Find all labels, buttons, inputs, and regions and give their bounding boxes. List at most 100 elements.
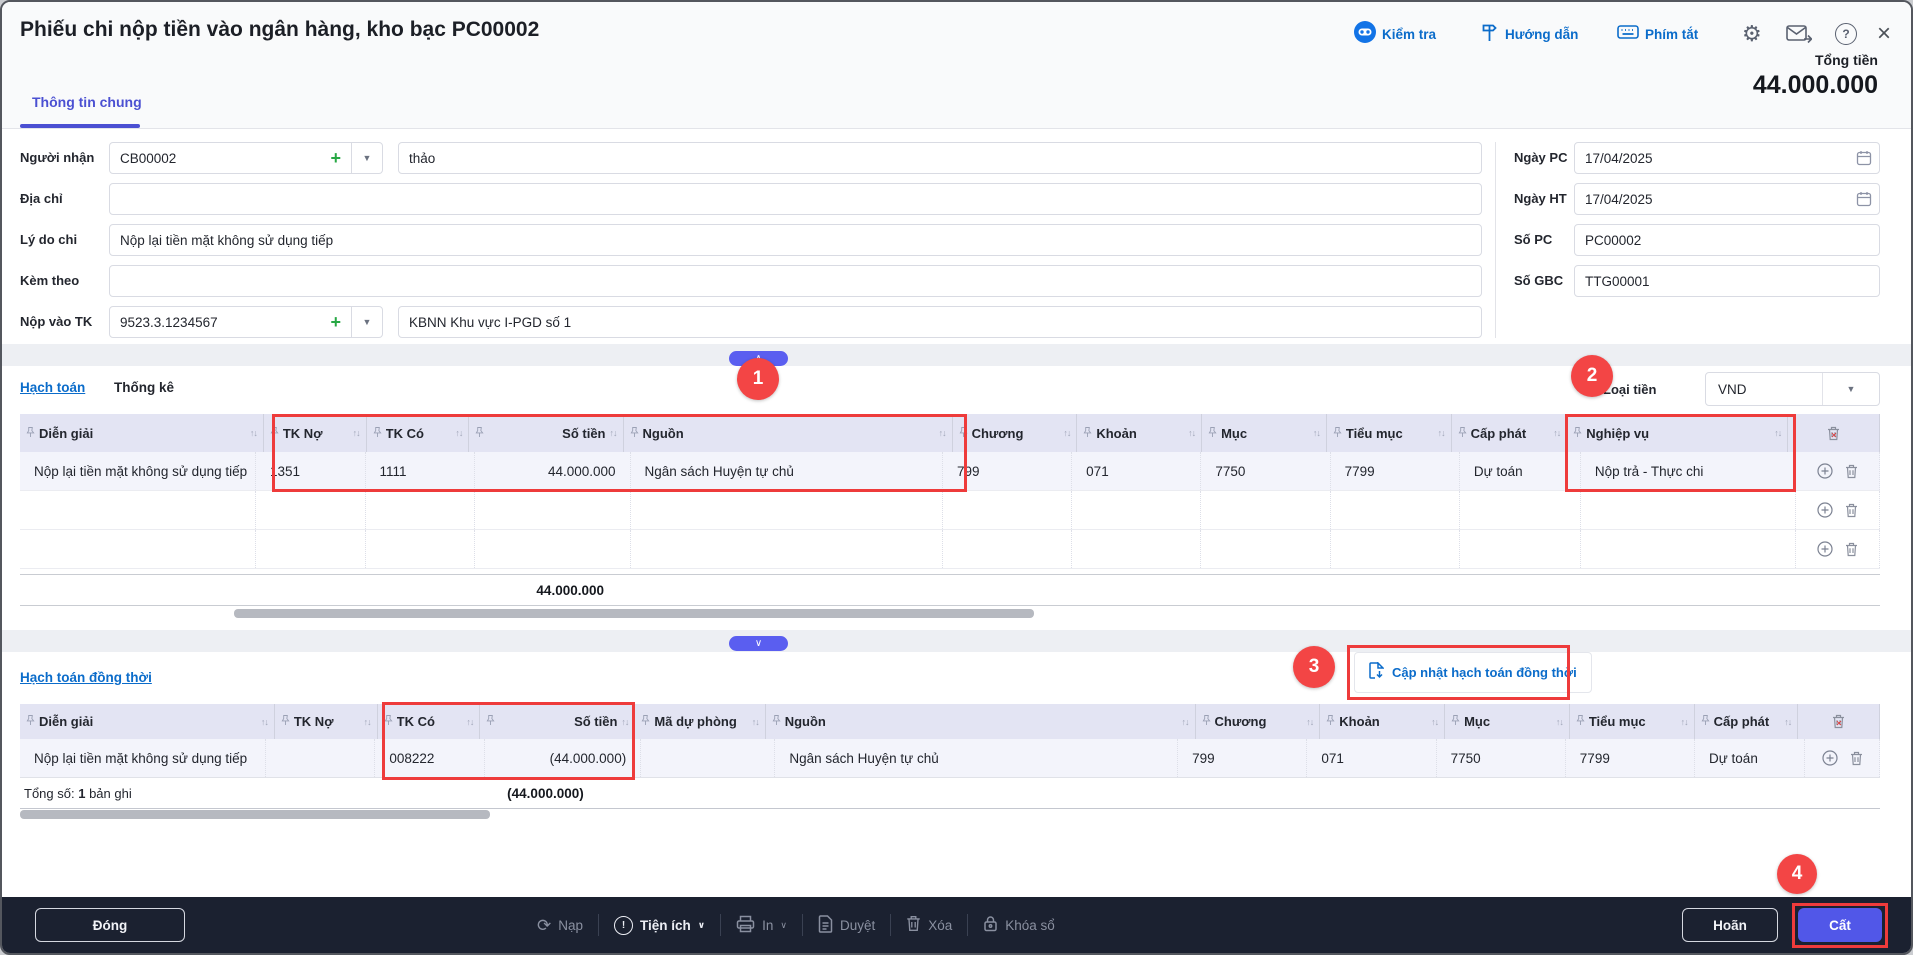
cell-tk-co[interactable]: [366, 491, 476, 529]
sort-icon[interactable]: ↑↓: [1437, 428, 1446, 438]
column-header-tk-no[interactable]: TK Nợ ↑↓: [275, 704, 378, 739]
recipient-code-field[interactable]: CB00002 +: [109, 142, 352, 174]
column-header-dien-giai[interactable]: Diễn giải ↑↓: [20, 414, 264, 452]
delete-all-icon[interactable]: ✕: [1832, 714, 1845, 729]
cell-cap-phat[interactable]: [1460, 491, 1581, 529]
pin-icon[interactable]: [26, 426, 35, 441]
cell-muc[interactable]: [1201, 491, 1331, 529]
tab-thong-ke[interactable]: Thống kê: [114, 380, 174, 395]
approve-button[interactable]: Duyệt: [818, 914, 875, 936]
column-header-tieu-muc[interactable]: Tiểu mục ↑↓: [1327, 414, 1452, 452]
pin-icon[interactable]: [373, 426, 382, 441]
sort-icon[interactable]: ↑↓: [249, 428, 258, 438]
pin-icon[interactable]: [1326, 714, 1335, 729]
cell-khoan[interactable]: 071: [1072, 452, 1202, 490]
sort-icon[interactable]: ↑↓: [1784, 716, 1792, 727]
cell-chuong[interactable]: 799: [1178, 739, 1308, 777]
treasury-name-field[interactable]: [398, 306, 1482, 338]
sort-icon[interactable]: ↑↓: [609, 428, 618, 438]
column-header-so-tien[interactable]: Số tiền ↑↓: [469, 414, 624, 452]
pin-icon[interactable]: [1576, 714, 1585, 729]
horizontal-scrollbar[interactable]: [234, 609, 1034, 618]
attachment-field[interactable]: [109, 265, 1482, 297]
cell-tieu-muc[interactable]: 7799: [1566, 739, 1696, 777]
cell-tieu-muc[interactable]: 7799: [1331, 452, 1460, 490]
sort-icon[interactable]: ↑↓: [621, 716, 629, 727]
column-header-nguon[interactable]: Nguồn ↑↓: [624, 414, 953, 452]
horizontal-scrollbar[interactable]: [20, 810, 490, 819]
table-row[interactable]: [20, 491, 1880, 530]
cell-nguon[interactable]: Ngân sách Huyện tự chủ: [775, 739, 1179, 777]
pin-icon[interactable]: [1083, 426, 1092, 441]
table-row[interactable]: [20, 530, 1880, 569]
calendar-icon[interactable]: [1856, 150, 1872, 171]
recipient-name-field[interactable]: [398, 142, 1482, 174]
cell-nguon[interactable]: Ngân sách Huyện tự chủ: [631, 452, 943, 490]
gbc-number-field[interactable]: [1574, 265, 1880, 297]
save-button[interactable]: Cất: [1798, 908, 1882, 942]
pin-icon[interactable]: [1701, 714, 1710, 729]
close-icon[interactable]: ×: [1877, 20, 1892, 47]
currency-select[interactable]: VND ▼: [1705, 372, 1880, 406]
sort-icon[interactable]: ↑↓: [1680, 716, 1689, 727]
cell-nghiep-vu[interactable]: [1581, 491, 1797, 529]
cell-tk-no[interactable]: [256, 530, 366, 568]
voucher-date-field[interactable]: [1574, 142, 1880, 174]
column-header-nghiep-vu[interactable]: Nghiệp vụ ↑↓: [1567, 414, 1789, 452]
sort-icon[interactable]: ↑↓: [1431, 716, 1439, 727]
column-header-dien-giai[interactable]: Diễn giải ↑↓: [20, 704, 275, 739]
cell-chuong[interactable]: 799: [943, 452, 1073, 490]
cell-tk-co[interactable]: 1111: [366, 452, 476, 490]
shortcut-button[interactable]: Phím tắt: [1617, 22, 1698, 46]
cell-khoan[interactable]: [1072, 491, 1202, 529]
cell-muc[interactable]: 7750: [1201, 452, 1331, 490]
pin-icon[interactable]: [1573, 426, 1582, 441]
delete-row-icon[interactable]: [1845, 464, 1858, 479]
column-header-chuong[interactable]: Chương ↑↓: [953, 414, 1078, 452]
cell-muc[interactable]: [1201, 530, 1331, 568]
cell-tieu-muc[interactable]: [1331, 530, 1460, 568]
cell-so-tien[interactable]: [475, 530, 631, 568]
cell-cap-phat[interactable]: Dự toán: [1695, 739, 1806, 777]
pin-icon[interactable]: [486, 714, 496, 729]
print-button[interactable]: In ∨: [736, 915, 787, 936]
delete-all-icon[interactable]: ✕: [1827, 426, 1840, 441]
column-header-ma-du-phong[interactable]: Mã dự phòng ↑↓: [635, 704, 766, 739]
pin-icon[interactable]: [384, 714, 393, 729]
delete-row-icon[interactable]: [1845, 503, 1858, 518]
add-row-icon[interactable]: [1817, 463, 1833, 479]
cell-chuong[interactable]: [943, 491, 1073, 529]
column-header-muc[interactable]: Mục ↑↓: [1202, 414, 1327, 452]
sort-icon[interactable]: ↑↓: [260, 716, 269, 727]
cell-tk-co[interactable]: [366, 530, 476, 568]
cell-cap-phat[interactable]: [1460, 530, 1581, 568]
cell-nguon[interactable]: [631, 491, 943, 529]
reload-button[interactable]: ⟳ Nạp: [537, 915, 584, 935]
pin-icon[interactable]: [281, 714, 290, 729]
sort-icon[interactable]: ↑↓: [1181, 716, 1190, 727]
pin-icon[interactable]: [1458, 426, 1467, 441]
add-row-icon[interactable]: [1822, 750, 1838, 766]
calendar-icon[interactable]: [1856, 191, 1872, 212]
cell-tk-no[interactable]: [266, 739, 376, 777]
address-field[interactable]: [109, 183, 1482, 215]
gear-icon[interactable]: ⚙: [1742, 21, 1762, 46]
pin-icon[interactable]: [475, 426, 485, 441]
help-icon[interactable]: ?: [1835, 22, 1857, 46]
cell-cap-phat[interactable]: Dự toán: [1460, 452, 1581, 490]
sort-icon[interactable]: ↑↓: [1553, 428, 1561, 438]
sort-icon[interactable]: ↑↓: [1188, 428, 1196, 438]
account-dropdown-icon[interactable]: ▼: [352, 306, 383, 338]
sort-icon[interactable]: ↑↓: [1774, 428, 1782, 438]
cell-nghiep-vu[interactable]: Nộp trả - Thực chi: [1581, 452, 1797, 490]
cell-dien-giai[interactable]: [20, 530, 257, 568]
cell-ma-du-phong[interactable]: [641, 739, 776, 777]
cell-khoan[interactable]: 071: [1307, 739, 1437, 777]
cell-dien-giai[interactable]: [20, 491, 257, 529]
delete-all-column-header[interactable]: ✕: [1788, 414, 1880, 452]
check-button[interactable]: Kiểm tra: [1354, 20, 1436, 46]
sort-icon[interactable]: ↑↓: [751, 716, 760, 727]
cell-so-tien[interactable]: [475, 491, 631, 529]
pin-icon[interactable]: [1202, 714, 1211, 729]
cell-dien-giai[interactable]: Nộp lại tiền mặt không sử dụng tiếp: [20, 452, 257, 490]
